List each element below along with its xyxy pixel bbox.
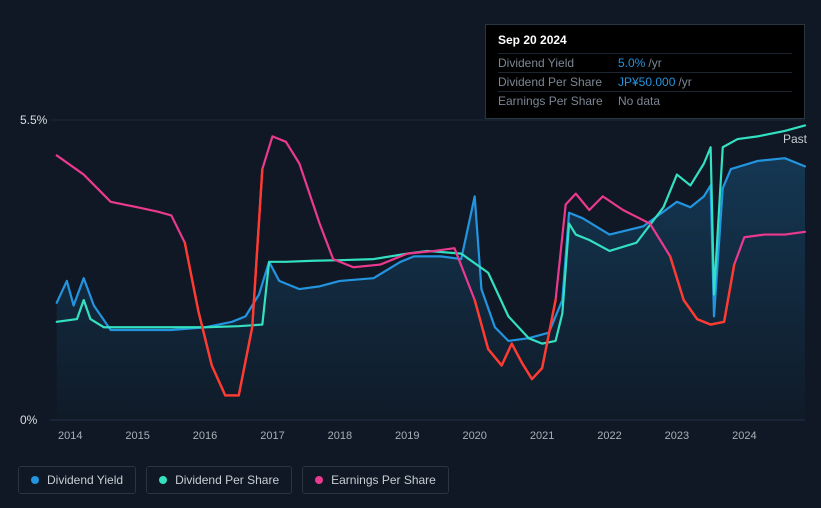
chart-container: Sep 20 2024 Dividend Yield5.0%/yrDividen…: [0, 0, 821, 508]
tooltip-row: Earnings Per ShareNo data: [498, 91, 792, 110]
x-axis-tick: 2023: [665, 430, 689, 442]
tooltip-row-value: No data: [618, 94, 792, 108]
x-axis-tick: 2015: [125, 430, 149, 442]
x-axis-tick: 2020: [462, 430, 486, 442]
tooltip-row: Dividend Per ShareJP¥50.000/yr: [498, 72, 792, 91]
past-label: Past: [783, 132, 807, 146]
legend-item-earnings_per_share[interactable]: Earnings Per Share: [302, 466, 449, 494]
tooltip-row-label: Earnings Per Share: [498, 94, 618, 108]
x-axis-tick: 2018: [328, 430, 352, 442]
tooltip-row-label: Dividend Per Share: [498, 75, 618, 89]
legend-item-label: Dividend Per Share: [175, 473, 279, 487]
legend-item-label: Dividend Yield: [47, 473, 123, 487]
tooltip-row-unit: /yr: [678, 75, 691, 89]
tooltip-row-value: JP¥50.000/yr: [618, 75, 792, 89]
x-axis-tick: 2016: [193, 430, 217, 442]
x-axis-tick: 2022: [597, 430, 621, 442]
x-axis-tick: 2014: [58, 430, 82, 442]
x-axis: 2014 2015 2016 2017 2018 2019 2020 2021 2022 2023…: [50, 430, 805, 450]
legend-dot-icon: [159, 476, 167, 484]
legend: Dividend Yield Dividend Per Share Earnings…: [18, 466, 449, 494]
y-axis-label: 5.5%: [20, 113, 47, 127]
x-axis-tick: 2019: [395, 430, 419, 442]
tooltip-row-value: 5.0%/yr: [618, 56, 792, 70]
y-axis-label: 0%: [20, 413, 37, 427]
legend-item-dividend_yield[interactable]: Dividend Yield: [18, 466, 136, 494]
legend-dot-icon: [31, 476, 39, 484]
legend-dot-icon: [315, 476, 323, 484]
x-axis-tick: 2021: [530, 430, 554, 442]
x-axis-tick: 2017: [260, 430, 284, 442]
tooltip-row: Dividend Yield5.0%/yr: [498, 53, 792, 72]
tooltip-panel: Sep 20 2024 Dividend Yield5.0%/yrDividen…: [485, 24, 805, 119]
tooltip-row-unit: /yr: [648, 56, 661, 70]
plot-area[interactable]: [50, 120, 805, 420]
tooltip-row-label: Dividend Yield: [498, 56, 618, 70]
plot-svg: [50, 120, 805, 420]
legend-item-label: Earnings Per Share: [331, 473, 436, 487]
x-axis-tick: 2024: [732, 430, 756, 442]
legend-item-dividend_per_share[interactable]: Dividend Per Share: [146, 466, 292, 494]
tooltip-date: Sep 20 2024: [498, 33, 792, 47]
